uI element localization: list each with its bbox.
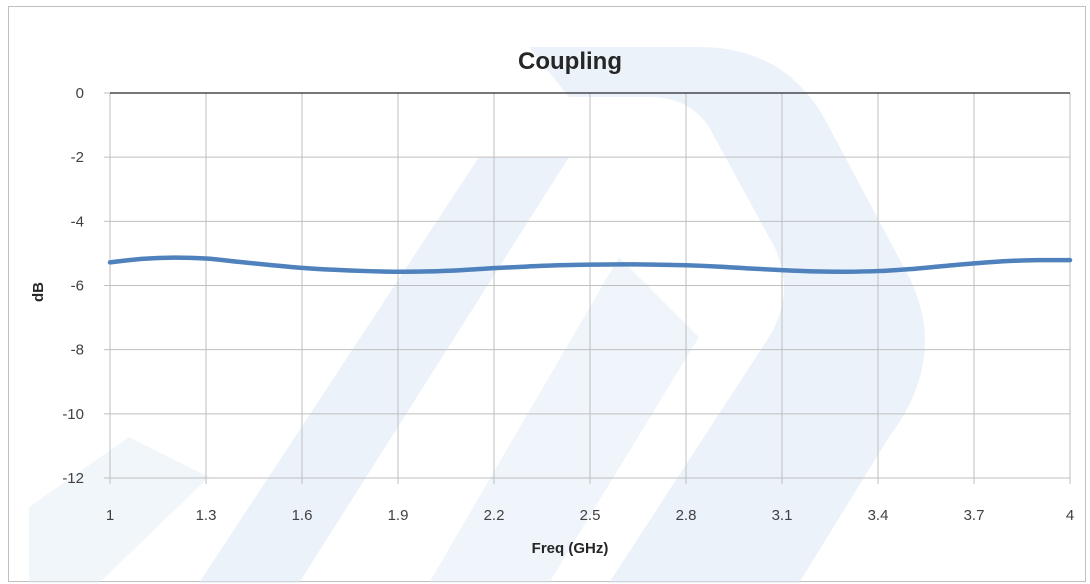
grid (109, 92, 1071, 479)
watermark-shape (429, 257, 699, 583)
watermark-shape (29, 437, 209, 583)
y-axis-title: dB (30, 282, 47, 302)
axes: 1 1.3 1.6 1.9 2.2 2.5 2.8 3.1 3.4 3.7 4 0 -2 -4 -6 -8 -1… (62, 85, 1074, 524)
x-tick-label: 1.6 (292, 507, 313, 524)
x-axis-title: Freq (GHz) (532, 540, 609, 557)
x-tick-label: 1.3 (196, 507, 217, 524)
y-tick-label: -10 (62, 406, 84, 423)
x-tick-label: 3.7 (964, 507, 985, 524)
chart: 1 1.3 1.6 1.9 2.2 2.5 2.8 3.1 3.4 3.7 4 0 -2 -4 -6 -8 -1… (29, 47, 1074, 583)
x-tick-label: 4 (1066, 507, 1074, 524)
chart-frame: 1 1.3 1.6 1.9 2.2 2.5 2.8 3.1 3.4 3.7 4 0 -2 -4 -6 -8 -1… (8, 6, 1086, 583)
y-tick-label: -12 (62, 470, 84, 487)
y-tick-label: -6 (71, 278, 84, 295)
labels: Coupling Freq (GHz) dB (30, 48, 622, 557)
y-tick-label: -2 (71, 149, 84, 166)
x-tick-label: 1 (106, 507, 114, 524)
x-tick-label: 3.4 (868, 507, 889, 524)
chart-title: Coupling (518, 48, 622, 75)
x-tick-label: 1.9 (388, 507, 409, 524)
company-logo-watermark (29, 47, 925, 583)
coupling-series-line (107, 255, 1073, 274)
series-layer (107, 255, 1073, 274)
y-tick-label: -4 (71, 213, 84, 230)
y-tick-label: 0 (76, 85, 84, 102)
x-tick-label: 2.5 (580, 507, 601, 524)
watermark-shape (529, 47, 925, 583)
watermark-shape (199, 157, 569, 583)
y-tick-label: -8 (71, 342, 84, 359)
x-tick-label: 2.8 (676, 507, 697, 524)
x-tick-label: 2.2 (484, 507, 505, 524)
x-tick-label: 3.1 (772, 507, 793, 524)
